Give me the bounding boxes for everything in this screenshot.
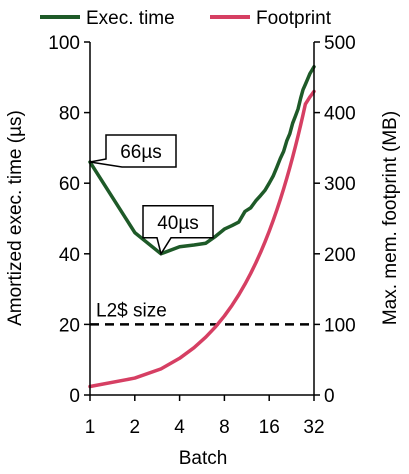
ticks-group: 0 20 40 60 80 100 0 100 200 300 400 500 1 2 4 8 16 32 — [48, 33, 355, 438]
reference-line-label: L2$ size — [96, 300, 167, 321]
y-tick-left-label: 40 — [59, 245, 80, 266]
legend-label-footprint: Footprint — [256, 8, 332, 29]
y-tick-left-label: 0 — [69, 386, 80, 407]
y-tick-right-label: 300 — [324, 174, 356, 195]
axes-group — [89, 42, 315, 396]
series-group — [88, 64, 316, 389]
callout-label: 66µs — [120, 142, 162, 163]
reference-line-group: L2$ size — [90, 300, 314, 326]
x-axis-title: Batch — [179, 448, 228, 469]
y-tick-right-label: 100 — [324, 315, 356, 336]
callout-box — [89, 134, 177, 168]
y-tick-left-label: 20 — [59, 315, 80, 336]
y-tick-right-label: 400 — [324, 104, 356, 125]
callout-label: 40µs — [157, 213, 199, 234]
y-axis-title-right: Max. mem. footprint (MB) — [380, 111, 401, 325]
y-axis-title-left: Amortized exec. time (µs) — [5, 110, 26, 326]
series-line-exec-time — [88, 64, 316, 256]
x-tick-label: 2 — [130, 417, 141, 438]
y-tick-right-label: 500 — [324, 33, 356, 54]
callout-box — [142, 205, 214, 256]
x-tick-label: 8 — [219, 417, 230, 438]
callouts-group: 66µs 40µs — [89, 134, 214, 256]
y-tick-left-label: 60 — [59, 174, 80, 195]
x-tick-label: 1 — [85, 417, 96, 438]
y-tick-right-label: 200 — [324, 245, 356, 266]
y-tick-left-label: 80 — [59, 104, 80, 125]
x-tick-label: 32 — [303, 417, 324, 438]
y-tick-right-label: 0 — [324, 386, 335, 407]
x-tick-label: 16 — [259, 417, 280, 438]
series-line-footprint — [88, 89, 316, 389]
legend: Exec. time Footprint — [40, 8, 332, 29]
x-tick-label: 4 — [174, 417, 185, 438]
y-tick-left-label: 100 — [48, 33, 80, 54]
legend-label-exec-time: Exec. time — [86, 8, 175, 29]
